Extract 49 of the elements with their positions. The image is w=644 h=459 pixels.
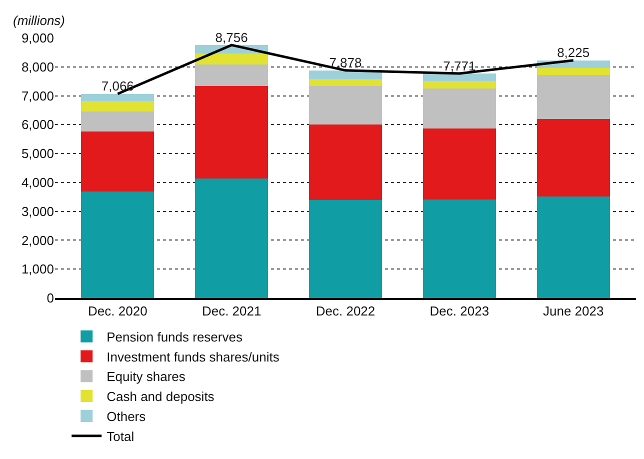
x-tick-label: Dec. 2020 (88, 304, 148, 319)
data-label: 7,771 (443, 58, 476, 74)
bar (422, 81, 496, 88)
bar (309, 79, 382, 86)
bar (81, 131, 154, 192)
y-tick-label: 9,000 (21, 30, 54, 46)
y-tick-label: 6,000 (21, 117, 54, 132)
bar (309, 200, 382, 298)
legend-label: Cash and deposits (106, 389, 215, 404)
legend-label: Investment funds shares/units (106, 349, 280, 364)
x-tick-label: Dec. 2023 (430, 304, 490, 319)
legend-label: Others (106, 409, 146, 424)
bar (536, 118, 610, 197)
bar (422, 88, 496, 129)
bar (422, 199, 496, 298)
legend-label: Total (106, 428, 134, 444)
x-tick-label: Dec. 2022 (316, 304, 376, 319)
y-tick-label: 2,000 (21, 232, 54, 248)
data-label: 8,756 (215, 30, 248, 45)
bar (309, 124, 382, 200)
y-tick-label: 8,000 (21, 59, 54, 74)
bar (422, 74, 496, 82)
data-label: 7,066 (101, 78, 134, 94)
y-tick-label: 1,000 (21, 262, 54, 277)
legend-label: Equity shares (106, 369, 186, 384)
bar (536, 74, 610, 119)
bar (81, 94, 154, 101)
bar (309, 86, 382, 124)
bar (81, 100, 154, 112)
x-tick-label: Dec. 2021 (202, 304, 262, 319)
y-tick-label: 0 (46, 290, 54, 306)
data-label: 7,878 (329, 55, 362, 70)
bar (422, 128, 496, 200)
bar (195, 64, 268, 86)
bar (536, 196, 610, 298)
y-axis-title: (millions) (13, 13, 65, 28)
bar (81, 191, 154, 298)
y-tick-label: 4,000 (21, 174, 54, 190)
y-tick-label: 3,000 (21, 204, 54, 219)
bar (195, 86, 268, 178)
x-tick-label: June 2023 (542, 304, 604, 319)
legend-label: Pension funds reserves (106, 329, 243, 344)
y-tick-label: 7,000 (21, 88, 54, 104)
bar (195, 54, 268, 64)
data-label: 8,225 (557, 45, 590, 60)
bar (536, 68, 610, 75)
bar (195, 178, 268, 298)
y-tick-label: 5,000 (21, 146, 54, 162)
bar (81, 112, 154, 132)
